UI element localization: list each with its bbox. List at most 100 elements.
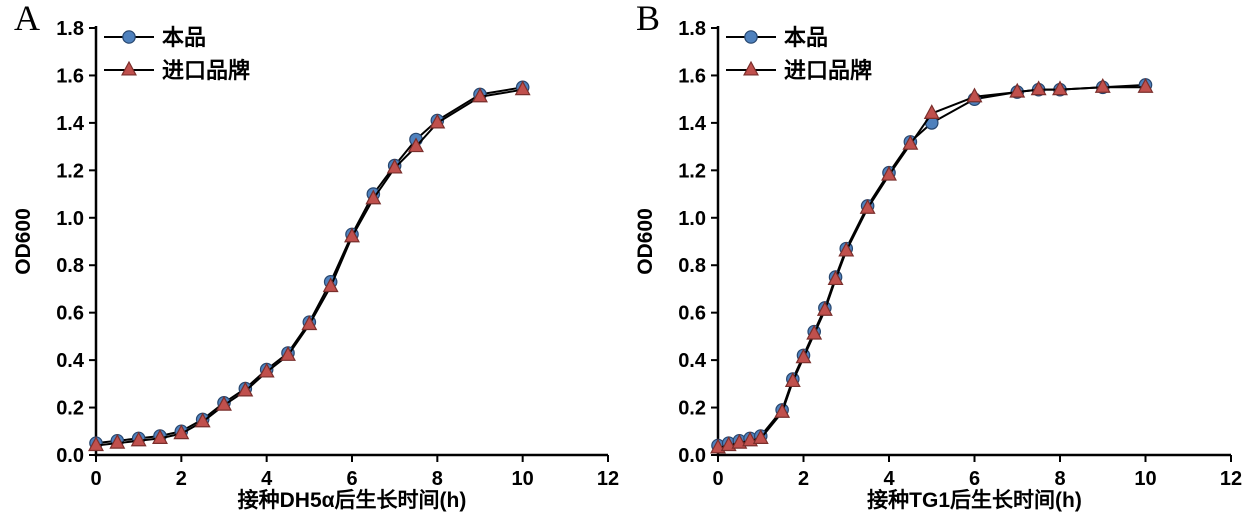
svg-text:1.6: 1.6 [678,65,706,87]
svg-text:2: 2 [798,468,809,490]
triangle-marker-icon [109,433,126,449]
svg-text:0.0: 0.0 [56,445,84,467]
svg-text:6: 6 [346,468,357,490]
legend-label: 本品 [162,25,206,50]
svg-text:0.2: 0.2 [56,398,84,420]
svg-text:12: 12 [597,468,619,490]
svg-text:0.0: 0.0 [678,445,706,467]
triangle-marker-icon [1009,82,1026,98]
y-axis-label: OD600 [634,208,657,275]
svg-text:1.2: 1.2 [56,160,84,182]
triangle-marker-icon [1052,80,1068,96]
svg-text:12: 12 [1220,468,1242,490]
circle-marker-icon [122,30,136,44]
triangle-marker-icon [795,348,812,364]
tick-labels: 0 2 4 6 8 10 12 0.0 0.2 0.4 0.6 0.8 1.0 1.2 1.4 1.6 1.8 [56,18,619,490]
triangle-marker-icon [1030,80,1047,96]
triangle-marker-icon [173,424,190,440]
triangle-marker-icon [408,137,424,153]
series-import-brand [710,78,1154,454]
legend-label: 进口品牌 [784,58,872,83]
svg-text:0.6: 0.6 [56,303,84,325]
series-product [89,80,530,450]
triangle-marker-icon [720,436,737,452]
panel-b: B 0 2 4 6 8 10 12 0.0 0.2 0.4 0.6 0.8 1.0 1.2 1.4 1.6 1.… [622,0,1244,520]
triangle-marker-icon [258,362,275,378]
panel-a-letter: A [14,0,40,38]
triangle-marker-icon [301,315,318,331]
triangle-marker-icon [923,104,940,119]
triangle-marker-icon [322,277,339,293]
svg-text:8: 8 [1054,468,1065,490]
triangle-marker-icon [365,189,382,205]
svg-text:1.0: 1.0 [678,208,706,230]
triangle-marker-icon [130,431,147,447]
panel-b-letter: B [636,0,661,38]
triangle-marker-icon [966,87,983,103]
triangle-marker-icon [752,429,769,444]
chart-dh5a-growth-curve: 0 2 4 6 8 10 12 0.0 0.2 0.4 0.6 0.8 1.0 1.2 1.4 1.6 1.8 接… [12,18,619,512]
triangle-marker-icon [344,227,360,243]
svg-text:1.6: 1.6 [56,65,84,87]
svg-text:1.8: 1.8 [56,18,84,40]
svg-text:2: 2 [176,468,187,490]
tick-marks [89,27,609,462]
triangle-marker-icon [386,158,403,174]
triangle-marker-icon [806,324,823,340]
svg-text:0.2: 0.2 [678,398,706,420]
triangle-marker-icon [429,113,446,129]
svg-text:0.4: 0.4 [56,350,85,372]
svg-text:1.4: 1.4 [56,113,85,135]
triangle-marker-icon [152,429,168,444]
triangle-marker-icon [881,165,897,181]
triangle-marker-icon [121,60,137,76]
y-axis-label: OD600 [12,208,35,275]
circle-marker-icon [744,30,758,44]
triangle-marker-icon [827,270,844,286]
triangle-marker-icon [1137,78,1154,93]
triangle-marker-icon [472,87,488,103]
triangle-marker-icon [88,436,104,452]
triangle-marker-icon [710,438,726,454]
triangle-marker-icon [216,395,232,411]
svg-text:0.8: 0.8 [678,255,706,277]
svg-text:10: 10 [512,468,534,490]
legend-label: 本品 [784,25,828,50]
triangle-marker-icon [816,301,833,316]
svg-text:4: 4 [883,468,895,490]
svg-text:4: 4 [261,468,273,490]
series-product [711,78,1153,453]
tick-marks [711,27,1232,462]
chart-tg1-growth-curve: 0 2 4 6 8 10 12 0.0 0.2 0.4 0.6 0.8 1.0 1.2 1.4 1.6 1.8 接… [634,18,1242,512]
tick-labels: 0 2 4 6 8 10 12 0.0 0.2 0.4 0.6 0.8 1.0 1.2 1.4 1.6 1.8 [678,18,1242,490]
svg-text:10: 10 [1134,468,1156,490]
svg-text:1.2: 1.2 [678,160,706,182]
triangle-marker-icon [731,433,748,449]
x-axis-label: 接种TG1后生长时间(h) [867,488,1082,512]
triangle-marker-icon [902,134,919,150]
triangle-marker-icon [280,346,296,361]
triangle-marker-icon [784,372,801,388]
triangle-marker-icon [743,60,759,76]
legend-label: 进口品牌 [162,58,250,83]
triangle-marker-icon [1094,78,1111,93]
svg-text:0.4: 0.4 [678,350,707,372]
triangle-marker-icon [742,431,759,447]
svg-text:0.8: 0.8 [56,255,84,277]
svg-text:1.8: 1.8 [678,18,706,40]
triangle-marker-icon [514,80,531,96]
series-import-brand [88,80,531,452]
triangle-marker-icon [838,241,855,257]
svg-text:0: 0 [712,468,723,490]
svg-text:1.4: 1.4 [678,113,707,135]
svg-text:0.6: 0.6 [678,303,706,325]
triangle-marker-icon [237,381,254,397]
triangle-marker-icon [859,199,876,214]
svg-text:1.0: 1.0 [56,208,84,230]
panel-a: A 0 2 4 6 8 10 12 0.0 0.2 0.4 0.6 0.8 1.0 1.2 1.4 1.6 1.… [0,0,622,520]
svg-text:8: 8 [432,468,443,490]
triangle-marker-icon [194,412,211,428]
